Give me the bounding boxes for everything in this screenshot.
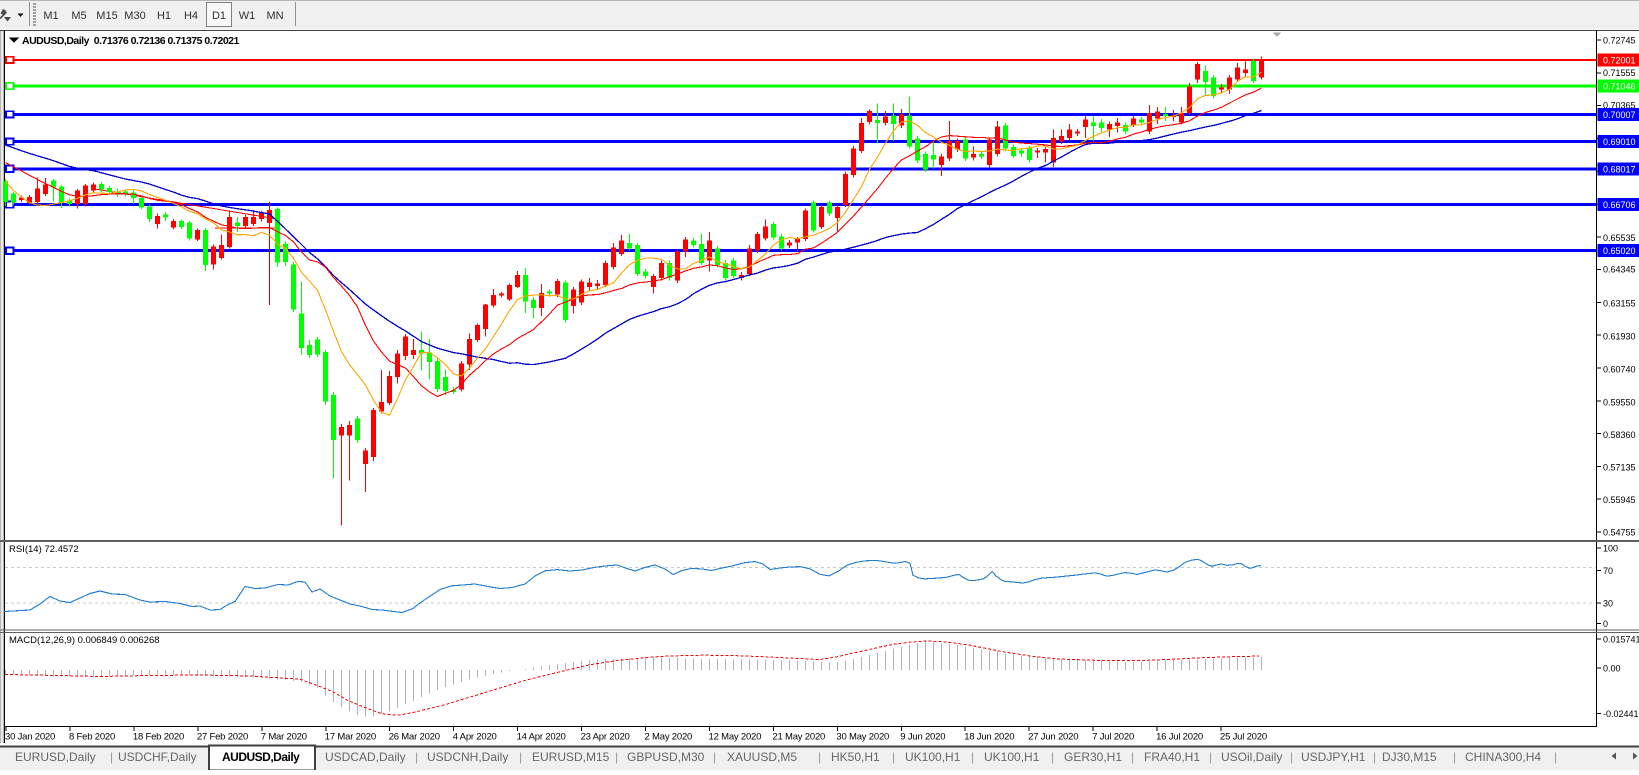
svg-text:23 Apr 2020: 23 Apr 2020 — [581, 732, 630, 743]
svg-text:18 Jun 2020: 18 Jun 2020 — [964, 732, 1014, 743]
svg-text:HK50,H1: HK50,H1 — [831, 750, 880, 764]
svg-text:8 Feb 2020: 8 Feb 2020 — [69, 732, 115, 743]
svg-text:EURUSD,M15: EURUSD,M15 — [532, 750, 610, 764]
svg-text:0.72745: 0.72745 — [1603, 36, 1636, 46]
svg-text:26 Mar 2020: 26 Mar 2020 — [389, 732, 440, 743]
svg-text:25 Jul 2020: 25 Jul 2020 — [1220, 732, 1267, 743]
svg-text:0.66706: 0.66706 — [1603, 200, 1636, 210]
svg-text:7 Mar 2020: 7 Mar 2020 — [261, 732, 307, 743]
svg-text:0.63155: 0.63155 — [1603, 299, 1636, 309]
svg-text:100: 100 — [1603, 544, 1618, 554]
svg-text:17 Mar 2020: 17 Mar 2020 — [325, 732, 376, 743]
svg-text:CHINA300,H4: CHINA300,H4 — [1465, 750, 1541, 764]
svg-text:|: | — [1051, 750, 1054, 764]
svg-text:FRA40,H1: FRA40,H1 — [1144, 750, 1200, 764]
svg-text:9 Jun 2020: 9 Jun 2020 — [900, 732, 945, 743]
svg-text:UK100,H1: UK100,H1 — [905, 750, 961, 764]
svg-text:0.71046: 0.71046 — [1603, 82, 1636, 92]
svg-text:USDCHF,Daily: USDCHF,Daily — [118, 750, 197, 764]
svg-text:0.61930: 0.61930 — [1603, 332, 1636, 342]
svg-text:0.00: 0.00 — [1603, 664, 1621, 674]
svg-text:0.55945: 0.55945 — [1603, 495, 1636, 505]
svg-text:|: | — [892, 750, 895, 764]
svg-text:12 May 2020: 12 May 2020 — [709, 732, 762, 743]
svg-text:0: 0 — [1603, 619, 1608, 629]
svg-text:7 Jul 2020: 7 Jul 2020 — [1092, 732, 1134, 743]
svg-text:0.60740: 0.60740 — [1603, 365, 1636, 375]
svg-text:21 May 2020: 21 May 2020 — [772, 732, 825, 743]
svg-text:0.58360: 0.58360 — [1603, 430, 1636, 440]
svg-text:2 May 2020: 2 May 2020 — [645, 732, 693, 743]
svg-text:|: | — [1209, 750, 1212, 764]
svg-text:EURUSD,Daily: EURUSD,Daily — [15, 750, 96, 764]
svg-text:|: | — [1453, 750, 1456, 764]
svg-text:0.015741: 0.015741 — [1603, 635, 1639, 645]
svg-text:|: | — [1131, 750, 1134, 764]
svg-text:USOil,Daily: USOil,Daily — [1221, 750, 1282, 764]
svg-text:GBPUSD,M30: GBPUSD,M30 — [627, 750, 705, 764]
svg-text:AUDUSD,Daily 0.71376 0.72136: AUDUSD,Daily 0.71376 0.72136 0.71375 0.7… — [22, 35, 239, 47]
svg-text:GER30,H1: GER30,H1 — [1064, 750, 1122, 764]
svg-text:0.69010: 0.69010 — [1603, 137, 1636, 147]
svg-text:0.59550: 0.59550 — [1603, 398, 1636, 408]
svg-text:27 Jun 2020: 27 Jun 2020 — [1028, 732, 1078, 743]
svg-text:|: | — [818, 750, 821, 764]
svg-text:|: | — [971, 750, 974, 764]
svg-text:|: | — [1373, 750, 1376, 764]
svg-text:AUDUSD,Daily: AUDUSD,Daily — [222, 750, 300, 764]
svg-text:XAUUSD,M5: XAUUSD,M5 — [727, 750, 797, 764]
svg-text:UK100,H1: UK100,H1 — [984, 750, 1040, 764]
svg-text:30 May 2020: 30 May 2020 — [836, 732, 889, 743]
svg-text:27 Feb 2020: 27 Feb 2020 — [197, 732, 248, 743]
svg-text:0.71555: 0.71555 — [1603, 68, 1636, 78]
svg-text:14 Apr 2020: 14 Apr 2020 — [517, 732, 566, 743]
svg-text:USDJPY,H1: USDJPY,H1 — [1301, 750, 1366, 764]
svg-text:-0.024412: -0.024412 — [1603, 709, 1639, 719]
svg-text:USDCAD,Daily: USDCAD,Daily — [325, 750, 406, 764]
svg-text:30: 30 — [1603, 599, 1613, 609]
svg-text:0.68017: 0.68017 — [1603, 164, 1636, 174]
svg-text:|: | — [110, 750, 113, 764]
svg-text:0.64345: 0.64345 — [1603, 265, 1636, 275]
svg-text:RSI(14) 72.4572: RSI(14) 72.4572 — [9, 544, 79, 555]
svg-text:0.72001: 0.72001 — [1603, 55, 1636, 65]
svg-text:|: | — [415, 750, 418, 764]
svg-text:0.65020: 0.65020 — [1603, 246, 1636, 256]
svg-text:4 Apr 2020: 4 Apr 2020 — [453, 732, 497, 743]
svg-text:70: 70 — [1603, 566, 1613, 576]
svg-text:0.57135: 0.57135 — [1603, 463, 1636, 473]
svg-text:DJ30,M15: DJ30,M15 — [1382, 750, 1437, 764]
svg-text:0.70007: 0.70007 — [1603, 110, 1636, 120]
svg-text:18 Feb 2020: 18 Feb 2020 — [133, 732, 184, 743]
svg-text:0.54755: 0.54755 — [1603, 528, 1636, 538]
svg-text:30 Jan 2020: 30 Jan 2020 — [5, 732, 55, 743]
svg-text:USDCNH,Daily: USDCNH,Daily — [427, 750, 508, 764]
svg-text:|: | — [615, 750, 618, 764]
svg-text:|: | — [713, 750, 716, 764]
svg-text:|: | — [519, 750, 522, 764]
svg-text:MACD(12,26,9) 0.006849 0.00626: MACD(12,26,9) 0.006849 0.006268 — [9, 635, 160, 646]
svg-text:16 Jul 2020: 16 Jul 2020 — [1156, 732, 1203, 743]
svg-text:0.65535: 0.65535 — [1603, 233, 1636, 243]
svg-text:|: | — [1554, 750, 1557, 764]
svg-text:|: | — [1290, 750, 1293, 764]
